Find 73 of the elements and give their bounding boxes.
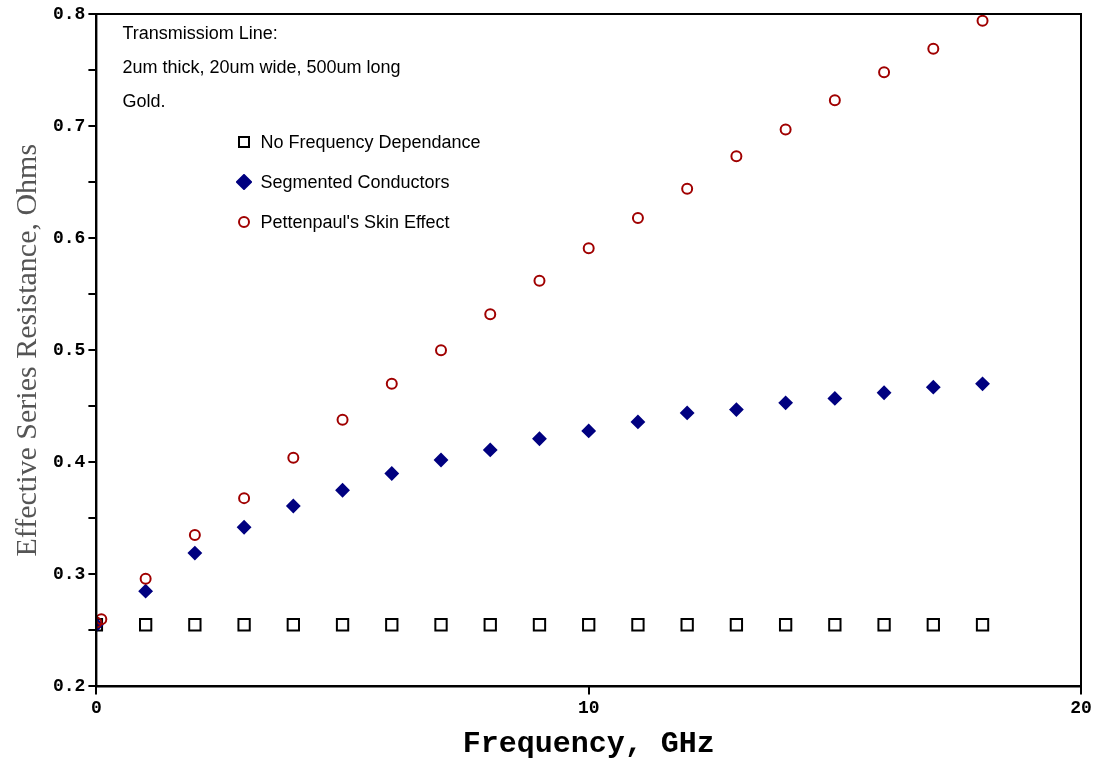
- x-tick-label: 10: [577, 697, 600, 718]
- annotation: 2um thick, 20um wide, 500um long: [122, 56, 401, 77]
- x-tick-label: 0: [91, 697, 102, 718]
- point: [384, 466, 399, 481]
- legend-label: Segmented Conductors: [260, 171, 450, 193]
- point: [828, 618, 842, 632]
- point: [434, 453, 449, 468]
- point: [385, 377, 398, 390]
- point: [729, 402, 744, 417]
- point: [778, 395, 793, 410]
- point: [975, 618, 990, 632]
- point: [483, 618, 497, 632]
- point: [631, 211, 644, 224]
- point: [581, 423, 596, 438]
- point: [188, 618, 202, 632]
- y-tick-label: 0.3: [53, 563, 86, 584]
- point: [533, 274, 546, 287]
- point: [96, 613, 108, 626]
- point: [926, 618, 940, 632]
- point: [138, 618, 153, 632]
- point: [729, 618, 744, 632]
- point: [335, 618, 350, 632]
- point: [188, 529, 201, 542]
- point: [828, 94, 841, 107]
- legend-label: Pettenpaul's Skin Effect: [260, 211, 450, 233]
- point: [434, 618, 448, 632]
- point: [680, 405, 695, 420]
- y-tick-label: 0.8: [53, 3, 86, 24]
- point: [631, 618, 645, 632]
- y-tick-label: 0.2: [53, 675, 86, 696]
- point: [827, 391, 842, 406]
- x-axis-title: Frequency, GHz: [462, 726, 715, 761]
- y-tick-label: 0.6: [53, 227, 86, 248]
- annotation: Gold.: [122, 90, 166, 111]
- x-tick-label: 20: [1070, 697, 1092, 718]
- point: [532, 618, 547, 632]
- point: [927, 42, 940, 55]
- point: [975, 376, 990, 391]
- point: [139, 572, 152, 585]
- point: [976, 14, 989, 27]
- y-axis-title: Effective Series Resistance, Ohms: [8, 143, 42, 557]
- point: [483, 442, 498, 457]
- point: [878, 66, 891, 79]
- point: [286, 498, 301, 513]
- point: [138, 584, 153, 599]
- point: [187, 546, 202, 561]
- y-tick-label: 0.5: [53, 339, 86, 360]
- point: [484, 308, 497, 321]
- point: [730, 150, 743, 163]
- point: [287, 451, 300, 464]
- y-tick-label: 0.7: [53, 115, 86, 136]
- point: [681, 182, 694, 195]
- point: [336, 413, 349, 426]
- annotation: Transmissiom Line:: [122, 22, 278, 43]
- point: [238, 492, 251, 505]
- legend-label: No Frequency Dependance: [260, 131, 481, 153]
- point: [582, 618, 596, 632]
- point: [385, 618, 399, 632]
- point: [877, 618, 891, 632]
- point: [630, 414, 645, 429]
- point: [532, 431, 547, 446]
- point: [877, 385, 892, 400]
- point: [926, 380, 941, 395]
- point: [582, 242, 595, 255]
- point: [435, 344, 448, 357]
- y-tick-label: 0.4: [53, 451, 86, 472]
- point: [237, 618, 251, 632]
- point: [680, 618, 694, 632]
- point: [778, 618, 793, 632]
- point: [779, 123, 792, 136]
- point: [335, 483, 350, 498]
- point: [237, 520, 252, 535]
- point: [286, 618, 300, 632]
